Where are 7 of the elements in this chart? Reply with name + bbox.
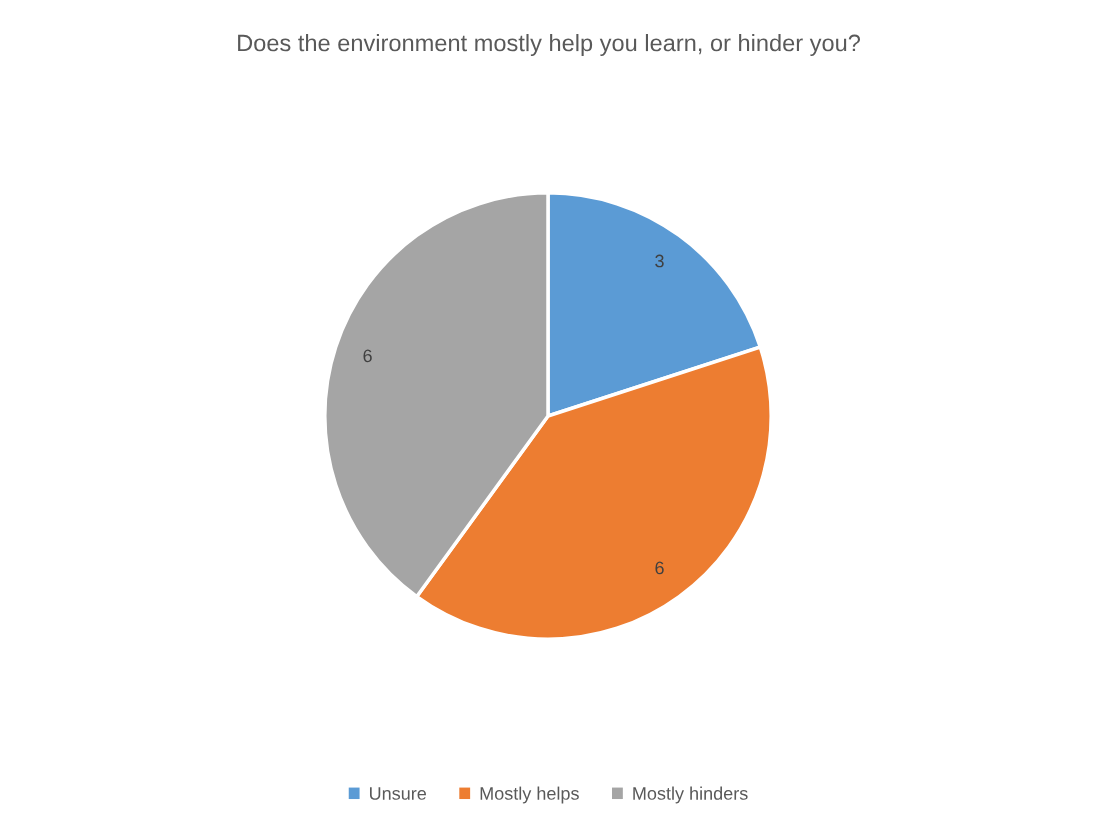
legend-label: Mostly hinders [633, 786, 748, 804]
legend-label: Mostly helps [480, 786, 579, 804]
data-label: 6 [655, 561, 664, 575]
chart-title: Does the environment mostly help you learn, or hinder you? [238, 34, 861, 57]
data-label: 6 [363, 349, 372, 363]
data-label: 3 [655, 254, 664, 268]
legend-label: Unsure [370, 787, 426, 800]
